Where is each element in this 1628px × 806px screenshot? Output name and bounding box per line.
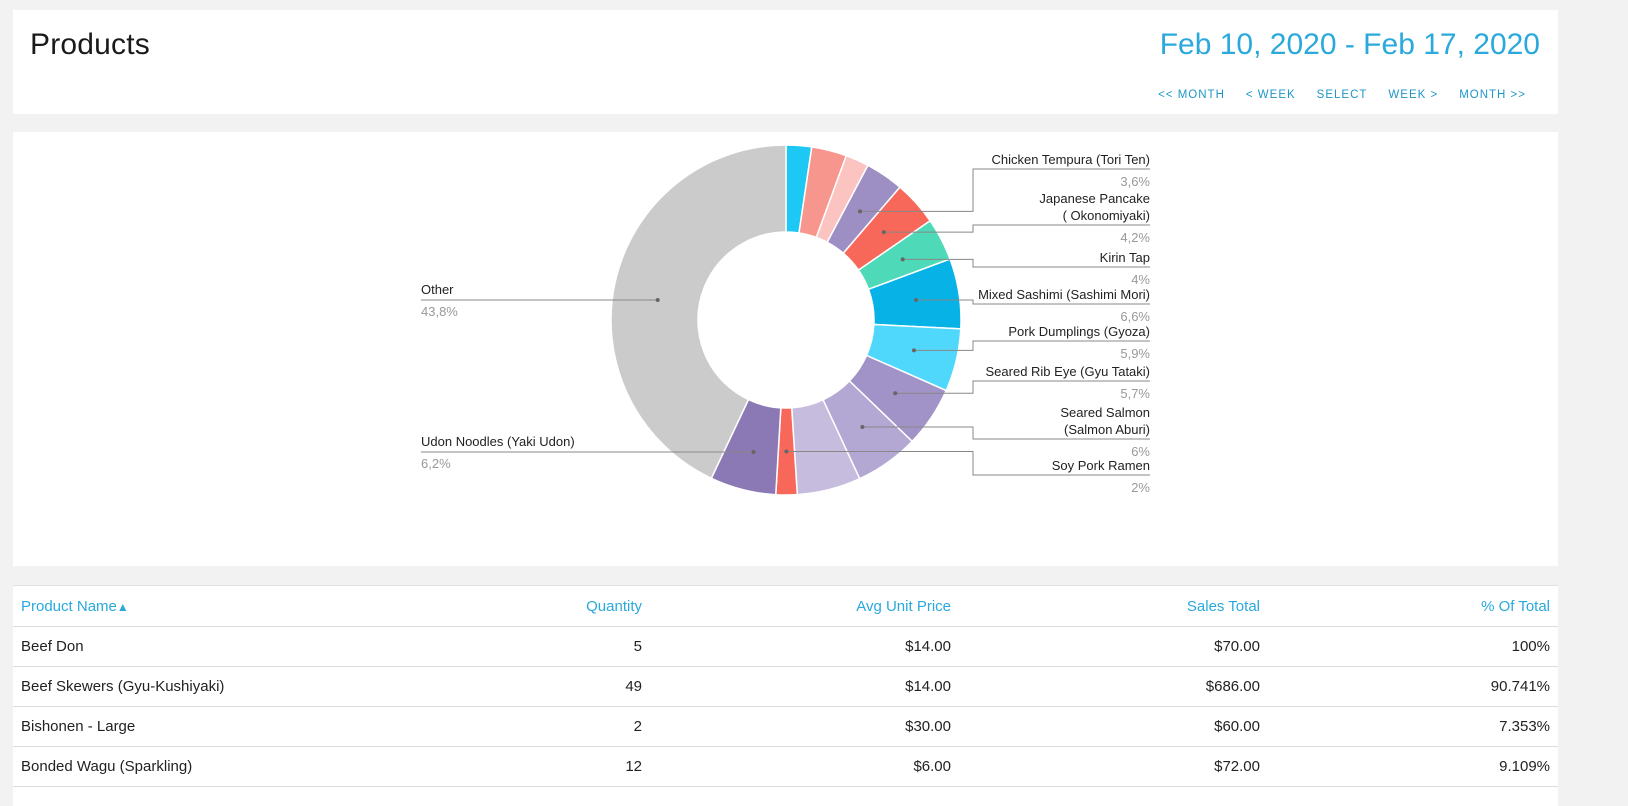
slice-anchor-dot [784, 449, 789, 454]
slice-anchor-dot [893, 391, 898, 396]
table-row[interactable]: Beef Don 5 $14.00 $70.00 100% [13, 626, 1558, 667]
slice-leader-line [860, 168, 1150, 212]
slice-leader-line [915, 299, 1150, 305]
slice-anchor-dot [858, 209, 863, 214]
slice-label-line-2: (Salmon Aburi) [1064, 422, 1150, 437]
column-header-product-name[interactable]: Product Name▲ [13, 586, 449, 627]
slice-anchor-dot [860, 425, 865, 430]
cell-avg-unit-price: $30.00 [650, 706, 959, 747]
select-date-button[interactable]: SELECT [1316, 89, 1368, 101]
slice-leader-line [786, 450, 1150, 476]
slice-label: Other [421, 282, 454, 297]
products-table: Product Name▲ Quantity Avg Unit Price Sa… [13, 586, 1558, 787]
slice-percent-label: 5,7% [1120, 386, 1150, 401]
column-header-label: Product Name [21, 597, 117, 615]
slice-percent-label: 4% [1131, 272, 1150, 287]
table-row[interactable]: Bishonen - Large 2 $30.00 $60.00 7.353% [13, 706, 1558, 747]
slice-anchor-dot [911, 348, 916, 353]
prev-week-button[interactable]: < WEEK [1245, 89, 1296, 101]
slice-percent-label: 6,2% [421, 456, 451, 471]
cell-avg-unit-price: $14.00 [650, 666, 959, 707]
slice-label: Mixed Sashimi (Sashimi Mori) [978, 287, 1150, 302]
slice-leader-line [895, 380, 1150, 394]
cell-avg-unit-price: $14.00 [650, 626, 959, 667]
slice-percent-label: 43,8% [421, 304, 458, 319]
slice-percent-label: 2% [1131, 480, 1150, 495]
cell-percent-of-total: 90.741% [1268, 666, 1558, 707]
slice-label-line-1: Japanese Pancake [1039, 191, 1150, 206]
cell-product-name: Bonded Wagu (Sparkling) [13, 746, 449, 787]
slice-percent-label: 6,6% [1120, 309, 1150, 324]
prev-month-button[interactable]: << MONTH [1158, 89, 1225, 101]
column-header-avg-unit-price[interactable]: Avg Unit Price [650, 586, 959, 627]
slice-percent-label: 3,6% [1120, 174, 1150, 189]
products-table-panel: Product Name▲ Quantity Avg Unit Price Sa… [13, 585, 1558, 806]
slice-anchor-dot [655, 298, 660, 302]
column-header-quantity[interactable]: Quantity [449, 586, 650, 627]
cell-avg-unit-price: $6.00 [650, 746, 959, 787]
cell-sales-total: $60.00 [959, 706, 1268, 747]
cell-sales-total: $70.00 [959, 626, 1268, 667]
table-row[interactable]: Bonded Wagu (Sparkling) 12 $6.00 $72.00 9.10… [13, 746, 1558, 787]
cell-product-name: Bishonen - Large [13, 706, 449, 747]
column-header-percent-of-total[interactable]: % Of Total [1268, 586, 1558, 627]
cell-product-name: Beef Don [13, 626, 449, 667]
cell-quantity: 2 [449, 706, 650, 747]
slice-anchor-dot [881, 230, 886, 235]
cell-quantity: 49 [449, 666, 650, 707]
cell-sales-total: $72.00 [959, 746, 1268, 787]
slice-leader-line [862, 426, 1150, 440]
table-header-row: Product Name▲ Quantity Avg Unit Price Sa… [13, 586, 1558, 627]
page-title: Products [30, 28, 150, 61]
donut-chart: Chicken Tempura (Tori Ten) 3,6% Japanese P… [421, 144, 1151, 496]
slice-label: Udon Noodles (Yaki Udon) [421, 434, 575, 449]
slice-anchor-dot [913, 298, 918, 303]
cell-product-name: Beef Skewers (Gyu-Kushiyaki) [13, 666, 449, 707]
cell-percent-of-total: 100% [1268, 626, 1558, 667]
slice-label-line-2: ( Okonomiyaki) [1063, 208, 1150, 223]
slice-anchor-dot [900, 257, 905, 262]
slice-leader-line [902, 258, 1150, 268]
slice-label: Pork Dumplings (Gyoza) [1008, 324, 1150, 339]
slice-percent-label: 6% [1131, 444, 1150, 459]
slice-label: Chicken Tempura (Tori Ten) [992, 152, 1150, 167]
cell-percent-of-total: 7.353% [1268, 706, 1558, 747]
slice-percent-label: 4,2% [1120, 230, 1150, 245]
slice-percent-label: 5,9% [1120, 346, 1150, 361]
slice-label: Seared Rib Eye (Gyu Tataki) [986, 364, 1151, 379]
date-range[interactable]: Feb 10, 2020 - Feb 17, 2020 [1159, 28, 1540, 61]
chart-panel: Chicken Tempura (Tori Ten) 3,6% Japanese P… [13, 132, 1558, 566]
cell-quantity: 5 [449, 626, 650, 667]
next-week-button[interactable]: WEEK > [1388, 89, 1439, 101]
cell-percent-of-total: 9.109% [1268, 746, 1558, 787]
sort-ascending-icon: ▲ [116, 599, 129, 614]
cell-quantity: 12 [449, 746, 650, 787]
slice-anchor-dot [751, 450, 756, 454]
column-header-sales-total[interactable]: Sales Total [959, 586, 1268, 627]
page-header: Products Feb 10, 2020 - Feb 17, 2020 << … [13, 10, 1558, 114]
date-navigation: << MONTH < WEEK SELECT WEEK > MONTH >> [1137, 89, 1526, 101]
pie-slice[interactable] [610, 144, 787, 480]
cell-sales-total: $686.00 [959, 666, 1268, 707]
slice-label: Soy Pork Ramen [1052, 458, 1150, 473]
table-row[interactable]: Beef Skewers (Gyu-Kushiyaki) 49 $14.00 $686… [13, 666, 1558, 707]
slice-leader-line [913, 340, 1150, 351]
slice-leader-line [883, 224, 1150, 233]
next-month-button[interactable]: MONTH >> [1459, 89, 1526, 101]
slice-label-line-1: Seared Salmon [1060, 405, 1150, 420]
slice-label: Kirin Tap [1100, 250, 1150, 265]
